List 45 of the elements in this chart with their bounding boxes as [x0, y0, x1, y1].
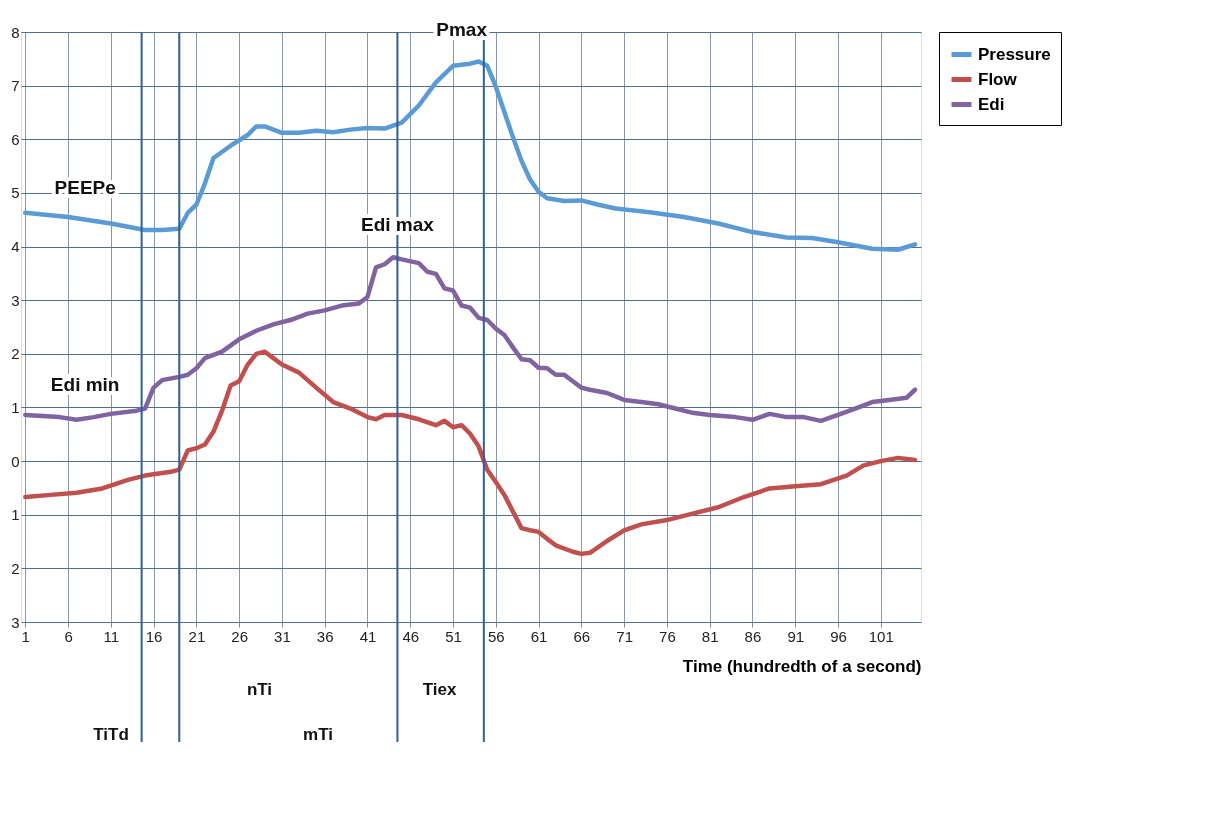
x-tick-label: 31 [274, 627, 291, 645]
x-tick-label: 101 [868, 627, 894, 645]
x-tick-label: 6 [64, 627, 73, 645]
text: nTi [246, 680, 273, 699]
x-tick-label: 86 [744, 627, 762, 645]
line-series [23, 255, 918, 424]
x-tick-label: 41 [359, 627, 377, 645]
text: mTi [303, 725, 333, 744]
x-tick-label: 66 [573, 627, 591, 645]
x-tick-label: 56 [487, 627, 505, 645]
text: Tiex [422, 680, 457, 699]
x-tick-label: 81 [701, 627, 719, 645]
line-series [23, 59, 918, 253]
y-tick-label: 3 [11, 291, 20, 309]
y-tick-label: 1 [11, 398, 20, 416]
text: TiTd [93, 725, 129, 744]
annotation: Edi min [50, 374, 120, 396]
x-tick-label: 36 [316, 627, 334, 645]
annotation: PEEPe [54, 176, 116, 198]
y-tick-label: 2 [11, 345, 20, 363]
y-tick-label: 4 [11, 238, 20, 256]
x-tick-label: 21 [188, 627, 206, 645]
x-tick-label: 51 [445, 627, 462, 645]
x-tick-label: 46 [402, 627, 420, 645]
legend-label: Flow [978, 69, 1018, 89]
legend-label: Edi [978, 94, 1005, 114]
y-tick-label: 3 [11, 613, 20, 631]
y-tick-label: 0 [11, 452, 20, 470]
legend-label: Pressure [978, 44, 1051, 64]
x-tick-label: 96 [830, 627, 847, 645]
x-tick-label: 71 [616, 627, 633, 645]
y-tick-label: 5 [11, 184, 20, 202]
x-axis-title: Time (hundredth of a second) [682, 656, 922, 676]
x-tick-label: 16 [145, 627, 163, 645]
x-tick-label: 11 [103, 627, 120, 645]
y-tick-label: 7 [11, 77, 20, 95]
x-tick-label: 61 [530, 627, 548, 645]
y-tick-label: 8 [11, 23, 20, 41]
x-tick-label: 26 [231, 627, 248, 645]
y-tick-label: 2 [11, 559, 20, 577]
y-tick-label: 6 [11, 130, 20, 148]
line-series [23, 349, 918, 557]
y-tick-label: 1 [11, 506, 20, 524]
x-tick-label: 91 [787, 627, 805, 645]
x-tick-label: 76 [659, 627, 676, 645]
